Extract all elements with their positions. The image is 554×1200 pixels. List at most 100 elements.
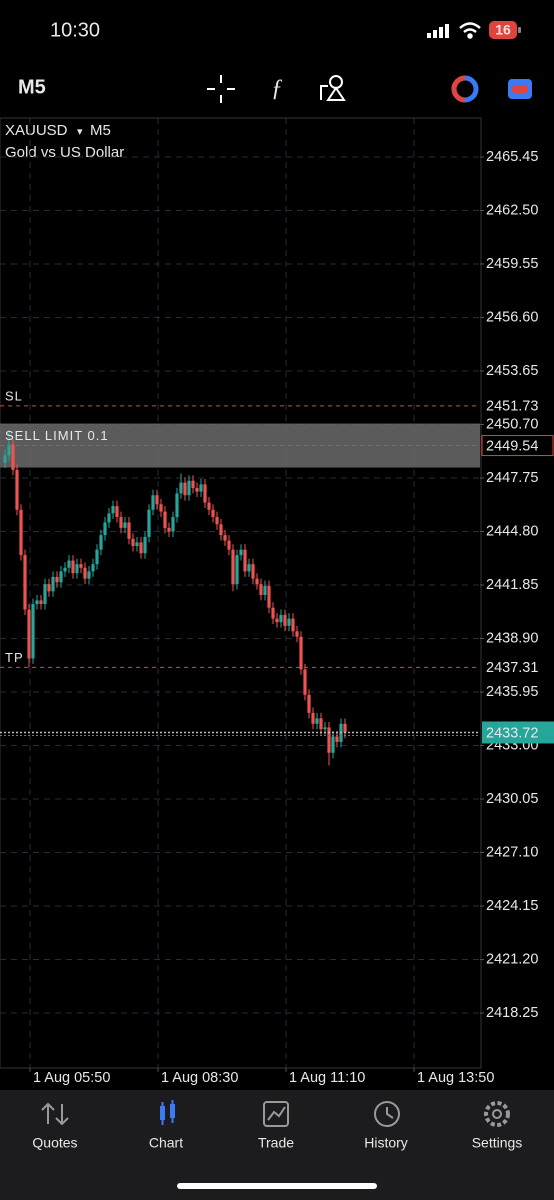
candle-body [27,609,31,659]
battery-cap [518,27,521,33]
candle-body [155,495,159,505]
indicators-icon[interactable]: ƒ [271,76,283,102]
signal-icon [427,24,449,38]
candle-body [287,618,291,626]
candle-body [171,517,175,532]
nav-label[interactable]: Chart [149,1135,183,1151]
candle-body [343,723,347,733]
y-tick-label: 2459.55 [486,256,538,272]
candle-body [259,584,263,595]
candle-body [291,618,295,632]
order-price-box [481,435,554,457]
candle-body [187,480,191,496]
candle-body [63,567,67,572]
candle-body [87,571,91,579]
chart [0,117,482,1069]
candle-body [127,522,131,539]
candle-body [143,536,147,554]
candle-body [55,576,59,583]
candle-body [115,506,119,518]
candle-body [331,736,335,753]
chart-icon[interactable] [160,1100,175,1125]
toolbar-timeframe[interactable]: M5 [18,76,46,98]
candle-body [103,522,107,536]
x-tick-label: 1 Aug 11:10 [289,1070,365,1086]
nav-bar [0,1090,554,1200]
candle-body [335,736,339,742]
candle-body [135,542,139,547]
candle-body [163,511,167,528]
nav-label[interactable]: Quotes [32,1135,77,1151]
candle-body [59,571,63,583]
candle-body [75,564,79,574]
battery-level: 16 [495,22,511,38]
candle-body [195,487,199,492]
symbol-description: Gold vs US Dollar [5,144,124,161]
candle-body [323,727,327,730]
order-label: SL [5,388,23,403]
wifi-icon [459,22,481,39]
nav-label[interactable]: Trade [258,1135,294,1151]
candle-body [11,444,15,470]
y-tick-label: 2427.10 [486,844,538,860]
candle-body [275,618,279,623]
order-price: 2449.54 [486,438,538,454]
objects-icon[interactable] [320,75,346,101]
candle-body [243,549,247,572]
candle-body [95,549,99,565]
candle-body [211,509,215,518]
nav-label[interactable]: History [364,1135,408,1151]
y-tick-label: 2456.60 [486,309,538,325]
candle-body [307,694,311,713]
candle-body [67,560,71,568]
nav-label[interactable]: Settings [472,1135,523,1151]
y-tick-label: 2441.85 [486,577,538,593]
candle-body [319,718,323,730]
y-tick-label: 2424.15 [486,898,538,914]
candle-body [71,560,75,574]
symbol: XAUUSD [5,122,68,139]
candle-body [175,493,179,518]
candle-body [35,600,39,605]
candle-body [203,484,207,503]
candle-body [179,482,183,494]
candle-body [123,522,127,528]
order-price: 2451.73 [486,399,538,415]
candle-body [251,564,255,579]
candle-body [311,712,315,724]
trade-icon[interactable] [508,79,532,99]
symbol-timeframe: M5 [90,122,111,139]
candle-body [79,564,83,568]
candle-body [247,564,251,572]
candle-body [271,607,275,619]
y-tick-label: 2435.95 [486,684,538,700]
candle-body [183,482,187,496]
chart-frame [0,117,482,1069]
history-icon[interactable] [374,1101,400,1127]
candle-body [239,549,243,556]
x-tick-label: 1 Aug 05:50 [33,1070,110,1086]
symbol-dropdown[interactable]: ▾ [77,126,83,138]
settings-icon[interactable] [484,1101,510,1127]
candle-body [263,585,267,595]
candle-body [51,576,55,592]
candle-body [223,535,227,541]
crosshair-icon[interactable] [207,75,235,103]
trade-nav-icon[interactable] [263,1101,289,1127]
candle-body [315,718,319,724]
x-tick-label: 1 Aug 08:30 [161,1070,238,1086]
y-tick-label: 2418.25 [486,1005,538,1021]
y-tick-label: 2421.20 [486,951,538,967]
account-icon[interactable] [451,75,479,103]
candle-body [219,524,223,536]
quotes-icon[interactable] [41,1102,69,1126]
last-price-box [482,721,554,744]
y-tick-label: 2453.65 [486,363,538,379]
candle-body [43,584,47,605]
y-tick-label: 2465.45 [486,149,538,165]
candle-body [295,631,299,637]
candle-body [159,504,163,512]
candle-body [39,600,43,605]
candle-body [47,584,51,592]
